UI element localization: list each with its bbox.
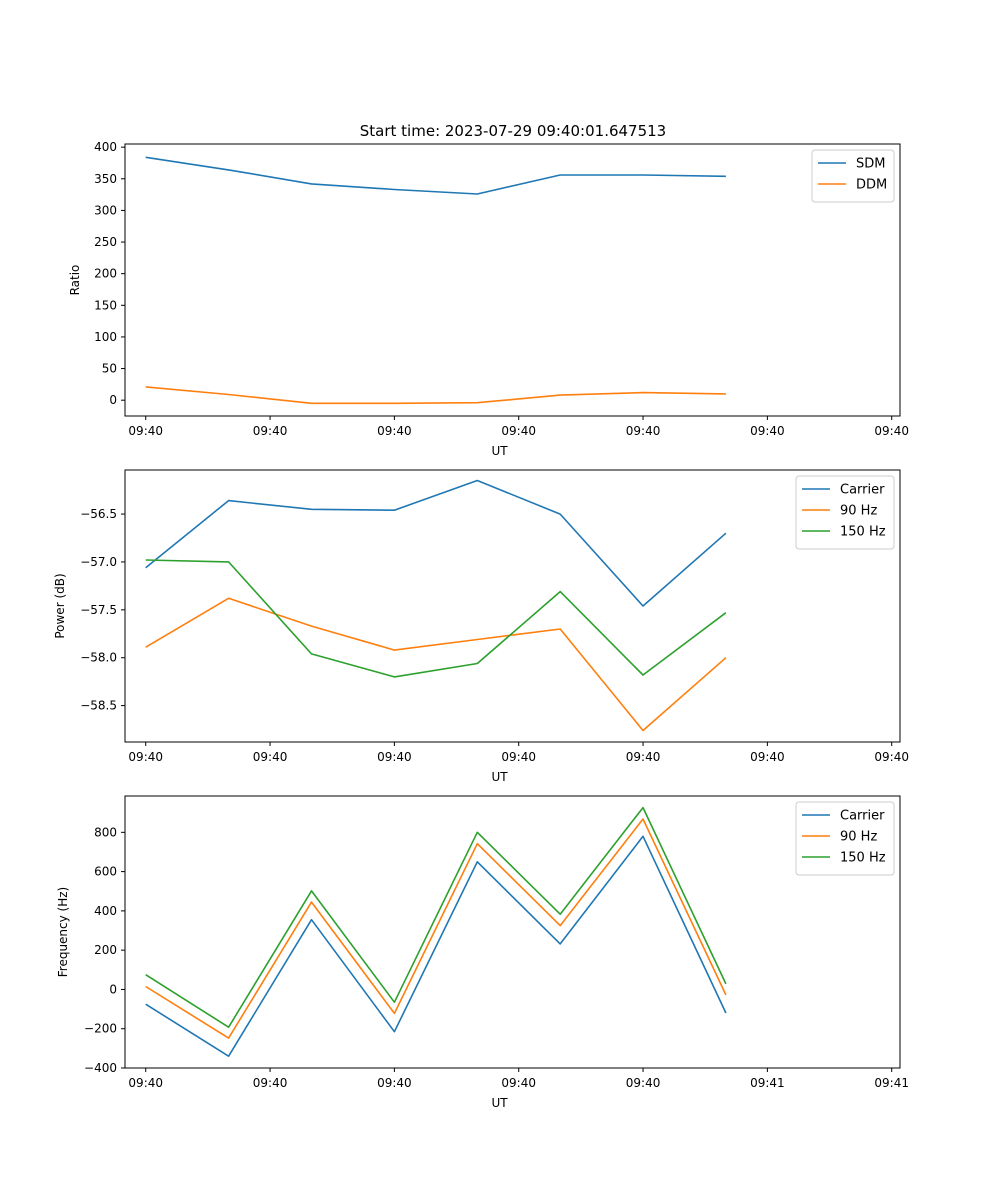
x-tick-label: 09:40 xyxy=(128,750,163,764)
y-tick-label: −200 xyxy=(84,1022,117,1036)
x-tick-label: 09:40 xyxy=(377,424,412,438)
legend-label: 90 Hz xyxy=(840,830,877,845)
x-tick-label: 09:40 xyxy=(377,1076,412,1090)
x-tick-label: 09:40 xyxy=(626,1076,661,1090)
y-tick-label: −58.0 xyxy=(80,651,117,665)
x-tick-label: 09:40 xyxy=(501,424,536,438)
figure-title: Start time: 2023-07-29 09:40:01.647513 xyxy=(360,122,666,140)
legend-label: Carrier xyxy=(840,809,885,824)
y-axis-label: Ratio xyxy=(68,265,82,296)
legend-label: 150 Hz xyxy=(840,525,886,540)
y-tick-label: 0 xyxy=(109,982,117,996)
y-tick-label: 350 xyxy=(94,172,117,186)
y-tick-label: 50 xyxy=(102,362,117,376)
series-line-ddm xyxy=(145,386,726,405)
series-line-carrier xyxy=(145,479,727,607)
plot-area-frame xyxy=(124,143,901,417)
x-tick-label: 09:40 xyxy=(626,750,661,764)
y-tick-label: 300 xyxy=(94,203,117,217)
x-tick-label: 09:40 xyxy=(501,1076,536,1090)
x-tick-label: 09:40 xyxy=(750,424,785,438)
chart-power: 09:40 09:40 09:40 09:40 09:40 09:40 09:40 −56.5… xyxy=(53,469,909,784)
y-tick-label: 150 xyxy=(94,298,117,312)
legend-label: Carrier xyxy=(840,483,885,498)
legend-label: SDM xyxy=(856,157,885,172)
x-tick-label: 09:40 xyxy=(874,750,909,764)
x-axis-label: UT xyxy=(491,770,508,784)
y-tick-label: 200 xyxy=(94,943,117,957)
series-line-150-hz xyxy=(145,806,727,1028)
x-tick-label: 09:40 xyxy=(253,750,288,764)
x-tick-label: 09:40 xyxy=(874,424,909,438)
x-tick-label: 09:41 xyxy=(874,1076,909,1090)
y-tick-label: −400 xyxy=(84,1061,117,1075)
plot-area-frame xyxy=(124,469,901,743)
plot-area-frame xyxy=(124,795,901,1069)
series-line-150-hz xyxy=(145,559,727,678)
x-tick-label: 09:40 xyxy=(253,1076,288,1090)
y-tick-label: 250 xyxy=(94,235,117,249)
y-tick-label: 0 xyxy=(109,393,117,407)
x-axis-label: UT xyxy=(491,444,508,458)
y-axis-label: Frequency (Hz) xyxy=(56,887,70,978)
y-tick-label: −58.5 xyxy=(80,699,117,713)
y-tick-label: −56.5 xyxy=(80,507,117,521)
legend-label: 90 Hz xyxy=(840,504,877,519)
y-tick-label: 800 xyxy=(94,825,117,839)
y-tick-label: 600 xyxy=(94,865,117,879)
legend-label: DDM xyxy=(856,178,887,193)
series-line-90-hz xyxy=(145,597,727,732)
x-tick-label: 09:40 xyxy=(253,424,288,438)
y-tick-label: −57.0 xyxy=(80,555,117,569)
x-tick-label: 09:40 xyxy=(501,750,536,764)
y-tick-label: 400 xyxy=(94,140,117,154)
x-tick-label: 09:40 xyxy=(626,424,661,438)
series-line-carrier xyxy=(145,835,727,1057)
x-tick-label: 09:40 xyxy=(750,750,785,764)
series-line-sdm xyxy=(145,156,726,195)
x-axis-label: UT xyxy=(491,1096,508,1110)
y-axis-label: Power (dB) xyxy=(53,573,67,638)
legend-label: 150 Hz xyxy=(840,851,886,866)
y-tick-label: −57.5 xyxy=(80,603,117,617)
chart-frequency: 09:40 09:40 09:40 09:40 09:40 09:41 09:41 −400 −… xyxy=(56,795,909,1110)
y-tick-label: 100 xyxy=(94,330,117,344)
y-tick-label: 200 xyxy=(94,267,117,281)
x-tick-label: 09:41 xyxy=(750,1076,785,1090)
y-tick-label: 400 xyxy=(94,904,117,918)
x-tick-label: 09:40 xyxy=(128,424,163,438)
x-tick-label: 09:40 xyxy=(377,750,412,764)
x-tick-label: 09:40 xyxy=(128,1076,163,1090)
series-line-90-hz xyxy=(145,818,727,1039)
chart-ratio: 09:40 09:40 09:40 09:40 09:40 09:40 09:40 0 50 10… xyxy=(68,140,909,458)
